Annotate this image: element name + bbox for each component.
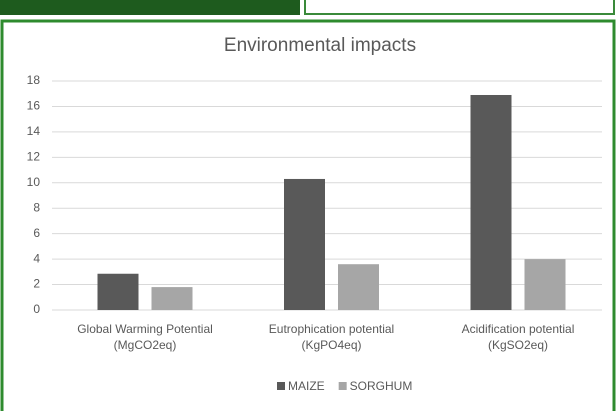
x-tick-label: Eutrophication potential (KgPO4eq) xyxy=(268,322,395,352)
y-tick-label: 16 xyxy=(27,99,41,113)
legend-swatch xyxy=(277,382,285,390)
bar xyxy=(97,273,139,310)
legend-label: MAIZE xyxy=(288,379,325,393)
x-tick-label: Global Warming Potential (MgCO2eq) xyxy=(77,322,213,352)
bar xyxy=(524,259,566,310)
y-tick-label: 10 xyxy=(27,175,41,189)
bar xyxy=(151,287,193,310)
x-tick-label: Acidification potential (KgSO2eq) xyxy=(461,322,575,352)
y-tick-label: 12 xyxy=(27,150,41,164)
y-tick-label: 2 xyxy=(33,277,40,291)
bar xyxy=(284,178,325,310)
y-tick-label: 0 xyxy=(33,302,40,316)
y-tick-label: 4 xyxy=(33,251,40,265)
chart-title: Environmental impacts xyxy=(224,35,416,56)
y-tick-label: 14 xyxy=(27,124,41,138)
legend-label: SORGHUM xyxy=(350,379,413,393)
bar xyxy=(470,94,512,310)
bar xyxy=(338,264,379,310)
y-tick-label: 18 xyxy=(27,73,41,87)
header-strip xyxy=(0,0,300,15)
y-tick-label: 6 xyxy=(33,226,40,240)
header-box xyxy=(304,0,615,15)
legend-swatch xyxy=(338,382,347,390)
y-tick-label: 8 xyxy=(33,200,40,214)
